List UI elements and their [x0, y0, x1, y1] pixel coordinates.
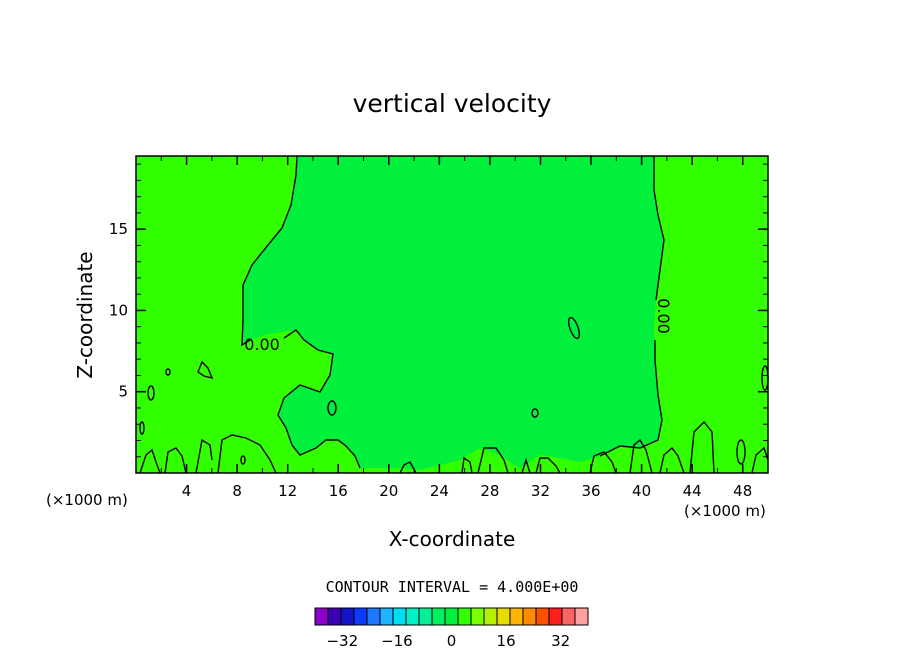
bottom-cells — [139, 420, 769, 474]
colorbar-swatch — [340, 607, 355, 626]
x-tick-label: 36 — [581, 482, 600, 500]
x-tick-label: 40 — [632, 482, 651, 500]
y-tick-label: 10 — [109, 301, 128, 319]
y-tick-label: 15 — [109, 220, 128, 238]
x-tick-label: 12 — [278, 482, 297, 500]
colorbar-swatch — [457, 607, 472, 626]
x-tick-label: 16 — [329, 482, 348, 500]
x-tick-label: 44 — [683, 482, 702, 500]
plot-area — [136, 156, 768, 473]
x-tick-label: 4 — [182, 482, 192, 500]
x-tick-label: 24 — [430, 482, 449, 500]
closed-contour-7 — [736, 439, 746, 465]
colorbar-tick-label: 0 — [447, 632, 457, 650]
contour-label-left: 0.00 — [244, 335, 280, 354]
colorbar-swatch — [418, 607, 433, 626]
zero-contour-right-lower — [599, 340, 663, 457]
x-tick-label: 48 — [733, 482, 752, 500]
colorbar-swatch — [535, 607, 550, 626]
colorbar-swatch — [483, 607, 498, 626]
closed-contour-4 — [327, 400, 337, 416]
zero-contour-left — [241, 155, 298, 347]
plot-frame — [135, 155, 769, 474]
y-axis-label: Z-coordinate — [73, 251, 97, 378]
y-tick-label: 5 — [118, 383, 128, 401]
closed-contour-1 — [147, 385, 155, 401]
negative-region-fill — [242, 156, 664, 470]
colorbar-swatch — [405, 607, 420, 626]
colorbar-swatch — [444, 607, 459, 626]
colorbar-tick-label: −32 — [326, 632, 358, 650]
colorbar-swatch — [314, 607, 329, 626]
colorbar-swatch — [561, 607, 576, 626]
colorbar-swatch — [522, 607, 537, 626]
zero-contour-right — [653, 156, 665, 301]
colorbar-swatch — [470, 607, 485, 626]
colorbar-swatch — [366, 607, 381, 626]
contour-interval-text: CONTOUR INTERVAL = 4.000E+00 — [326, 578, 579, 596]
x-tick-label: 28 — [480, 482, 499, 500]
colorbar-swatch — [327, 607, 342, 626]
colorbar-swatch — [509, 607, 524, 626]
x-tick-label: 32 — [531, 482, 550, 500]
x-tick-label: 8 — [232, 482, 242, 500]
colorbar — [314, 607, 589, 626]
x-unit-label-right: (×1000 m) — [684, 502, 766, 520]
closed-contour-10 — [240, 455, 246, 465]
zero-contour-left-lower — [277, 329, 361, 469]
closed-contour-5 — [567, 316, 581, 340]
x-unit-label-left: (×1000 m) — [46, 491, 128, 509]
chart-title: vertical velocity — [353, 89, 552, 118]
y-axis-ticks: 5 10 15 — [109, 163, 768, 458]
x-axis-ticks: 4 8 12 16 20 24 28 32 36 40 44 48 — [160, 156, 752, 500]
colorbar-tick-label: 16 — [497, 632, 516, 650]
colorbar-swatch — [392, 607, 407, 626]
colorbar-swatch — [496, 607, 511, 626]
colorbar-tick-label: −16 — [381, 632, 413, 650]
closed-contour-6 — [531, 408, 539, 418]
closed-contour-2 — [139, 421, 145, 435]
contour-label-right: 0.00 — [654, 298, 673, 334]
contour-lines — [139, 155, 769, 474]
colorbar-swatch — [574, 607, 589, 626]
colorbar-swatch — [431, 607, 446, 626]
closed-contour-9 — [165, 368, 171, 376]
colorbar-tick-labels: −32 −16 0 16 32 — [326, 632, 570, 650]
x-tick-label: 20 — [379, 482, 398, 500]
colorbar-swatch — [353, 607, 368, 626]
x-axis-label: X-coordinate — [389, 527, 516, 551]
colorbar-swatch — [379, 607, 394, 626]
colorbar-tick-label: 32 — [551, 632, 570, 650]
colorbar-swatch — [548, 607, 563, 626]
closed-contour-3 — [197, 360, 214, 380]
